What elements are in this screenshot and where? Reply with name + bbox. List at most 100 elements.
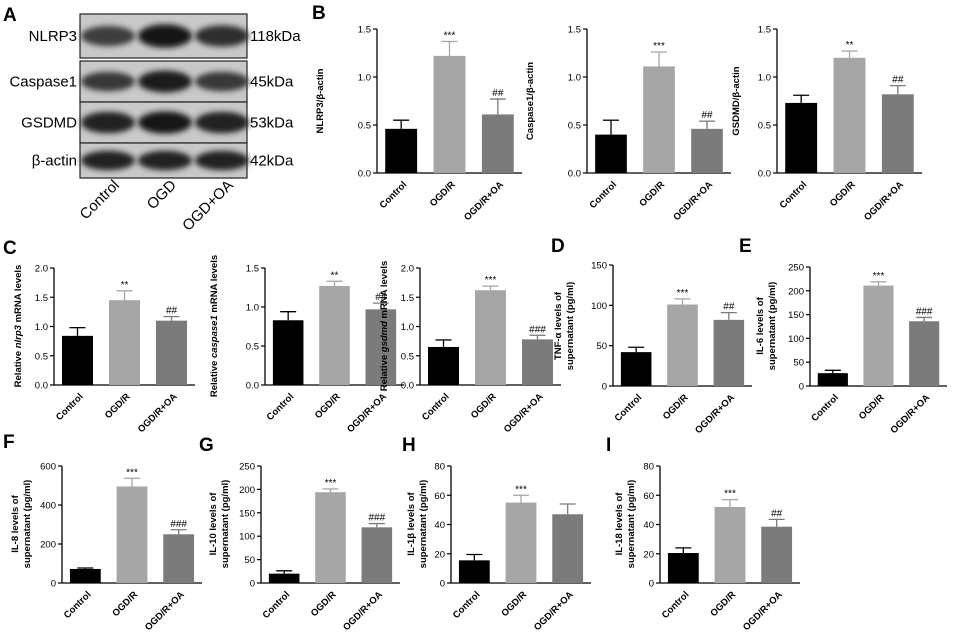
x-category-label: OGD/R — [469, 391, 499, 421]
y-tick-label: 250 — [788, 263, 804, 274]
y-tick-label: 2.0 — [35, 264, 48, 275]
chart-9: 0 200 400 600 Control *** OGD/R ### OGD/R+OA IL-8… — [10, 462, 202, 633]
x-category-label: Control — [261, 589, 293, 621]
y-tick-label: 20 — [434, 549, 445, 560]
bar — [319, 285, 350, 385]
x-category-label: OGD/R+OA — [502, 391, 546, 435]
significance-mark: *** — [325, 478, 337, 489]
y-axis-label-part: caspase1 — [209, 315, 220, 358]
x-category-label: OGD/R+OA — [345, 391, 389, 435]
blot-protein-label: NLRP3 — [29, 28, 77, 45]
y-axis-label: IL-18 levels of — [614, 492, 625, 556]
x-category-label: Control — [420, 391, 452, 423]
panel-letter-c: C — [3, 238, 17, 259]
y-tick-label: 0.5 — [568, 121, 581, 132]
chart-10: 0 50 100 150 200 250 Control *** OGD/R ### OGD/R+O… — [208, 462, 400, 633]
chart-12: 0 20 40 60 80 Control *** OGD/R ## OGD/R+OA IL-18 … — [614, 462, 800, 633]
x-category-label: Control — [613, 392, 645, 424]
bar — [817, 373, 848, 386]
y-tick-label: 0.5 — [35, 351, 48, 362]
y-axis-label-part: Relative — [209, 358, 220, 397]
y-tick-label: 1.0 — [401, 322, 414, 333]
significance-mark: ## — [166, 306, 178, 317]
bar — [163, 534, 195, 583]
x-category-label: OGD/R+OA — [341, 589, 385, 633]
y-tick-label: 400 — [40, 501, 56, 512]
y-tick-label: 40 — [643, 520, 654, 531]
y-tick-label: 50 — [596, 341, 607, 352]
x-category-label: Control — [378, 179, 410, 211]
significance-mark: ### — [368, 513, 385, 524]
blot-protein-label: GSDMD — [21, 115, 77, 132]
y-tick-label: 0 — [51, 579, 56, 590]
y-tick-label: 1.5 — [568, 25, 581, 36]
significance-mark: ## — [375, 292, 387, 303]
y-tick-label: 200 — [239, 485, 255, 496]
y-tick-label: 0.5 — [401, 351, 414, 362]
x-category-label: OGD/R — [309, 589, 339, 619]
significance-mark: ** — [846, 40, 854, 51]
x-category-label: OGD/R+OA — [888, 392, 932, 436]
y-tick-label: 0.5 — [246, 342, 259, 353]
bar — [785, 102, 818, 173]
y-tick-label: 0 — [799, 382, 804, 393]
bar — [433, 55, 466, 173]
x-category-label: Control — [54, 391, 86, 423]
y-axis-label: Relative gsdmd mRNA levels — [379, 261, 390, 392]
chart-6: 0.0 0.5 1.0 1.5 2.0 Control *** OGD/R ### OGD/R+O… — [379, 261, 561, 435]
y-tick-label: 0 — [649, 579, 654, 590]
y-axis-label-part: nlrp3 — [13, 324, 24, 348]
blot-lane-label: OGD+OA — [179, 177, 237, 235]
x-category-label: OGD/R — [828, 179, 858, 209]
y-tick-label: 0.0 — [758, 169, 771, 180]
blot-band — [138, 111, 192, 134]
blot-band — [81, 150, 135, 171]
y-tick-label: 1.5 — [358, 25, 371, 36]
significance-mark: *** — [485, 275, 497, 286]
blot-band — [81, 111, 135, 134]
bar — [620, 352, 652, 386]
blot-lane-label: OGD — [144, 177, 180, 213]
significance-mark: *** — [724, 489, 736, 500]
y-tick-label: 50 — [244, 555, 255, 566]
y-tick-label: 80 — [643, 462, 654, 473]
panel-letter-i: I — [606, 435, 611, 456]
chart-7: 0 50 100 150 Control *** OGD/R ## OGD/R+OA TNF-α … — [553, 261, 752, 436]
x-category-label: Control — [587, 179, 619, 211]
bar — [385, 128, 418, 173]
y-tick-label: 0.0 — [35, 381, 48, 392]
y-tick-label: 40 — [434, 520, 445, 531]
y-axis-label: supernatant (pg/ml) — [626, 480, 637, 569]
bar — [714, 506, 746, 583]
significance-mark: ** — [331, 270, 339, 281]
y-axis-label: supernatant (pg/ml) — [767, 282, 778, 371]
y-tick-label: 2.0 — [401, 264, 414, 275]
panel-letter-f: F — [3, 432, 15, 453]
bar — [474, 290, 507, 385]
blot-band — [195, 71, 249, 92]
y-axis-label: supernatant (pg/ml) — [565, 282, 576, 371]
y-tick-label: 100 — [591, 301, 607, 312]
significance-mark: ## — [701, 110, 713, 121]
bar — [713, 319, 745, 386]
y-axis-label-part: Relative — [13, 348, 24, 387]
blot-band — [81, 71, 135, 92]
y-axis-label: IL-6 levels of — [755, 296, 766, 354]
y-tick-label: 200 — [40, 540, 56, 551]
y-tick-label: 1.5 — [246, 264, 259, 275]
y-tick-label: 100 — [239, 532, 255, 543]
bar — [108, 300, 141, 385]
significance-mark: *** — [515, 484, 527, 495]
y-tick-label: 150 — [788, 310, 804, 321]
bar — [667, 553, 699, 583]
y-axis-label: Relative caspase1 mRNA levels — [209, 255, 220, 397]
blot-protein-label: β-actin — [32, 153, 77, 170]
bar — [155, 320, 188, 385]
y-axis-label: Relative nlrp3 mRNA levels — [13, 265, 24, 388]
bar — [595, 134, 627, 173]
chart-5: 0.00.51.01.5Control**OGD/R##OGD/R+OARela… — [209, 255, 404, 435]
x-category-label: OGD/R — [637, 179, 667, 209]
chart-3: 0.0 0.5 1.0 1.5 Control ** OGD/R ## OGD/R+OA GSDM… — [731, 25, 922, 223]
y-axis-label: supernatant (pg/ml) — [22, 480, 33, 569]
